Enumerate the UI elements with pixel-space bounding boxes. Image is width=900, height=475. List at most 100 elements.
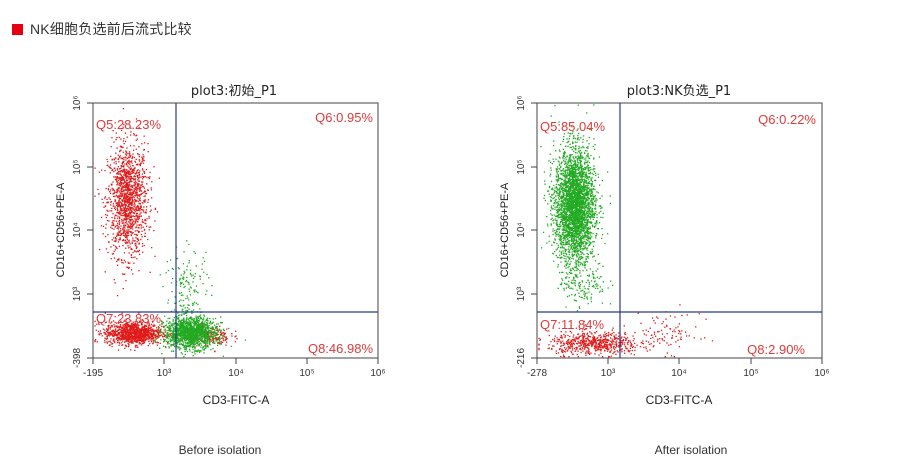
event-dot xyxy=(126,147,128,149)
event-dot xyxy=(127,184,129,186)
event-dot xyxy=(118,173,120,175)
event-dot xyxy=(138,333,140,335)
event-dot xyxy=(182,327,184,329)
event-dot xyxy=(125,247,127,249)
event-dot xyxy=(171,323,173,325)
event-dot xyxy=(191,319,194,321)
event-dot xyxy=(117,209,119,211)
event-dot xyxy=(118,168,121,170)
event-dot xyxy=(125,151,127,153)
event-dot xyxy=(118,226,120,228)
event-dot xyxy=(121,195,123,198)
event-dot xyxy=(115,245,117,248)
event-dot xyxy=(157,331,159,333)
event-dot xyxy=(177,339,179,342)
event-dot xyxy=(135,323,137,326)
event-dot xyxy=(202,335,205,337)
event-dot xyxy=(201,337,203,339)
event-dot xyxy=(149,332,151,334)
event-dot xyxy=(137,330,139,333)
event-dot xyxy=(193,346,195,348)
event-dot xyxy=(109,210,111,212)
event-dot xyxy=(125,236,127,239)
event-dot xyxy=(101,198,103,200)
event-dot xyxy=(195,333,197,335)
event-dot xyxy=(222,336,224,338)
event-dot xyxy=(572,142,574,144)
event-dot xyxy=(110,333,112,335)
event-dot xyxy=(124,215,126,217)
event-dot xyxy=(189,272,192,274)
event-dot xyxy=(120,193,122,195)
event-dot xyxy=(563,254,565,257)
event-dot xyxy=(144,333,146,335)
event-dot xyxy=(212,327,214,329)
event-dot xyxy=(198,324,200,326)
event-dot xyxy=(125,219,127,221)
event-dot xyxy=(188,335,191,337)
event-dot xyxy=(570,269,572,272)
event-dot xyxy=(558,228,560,231)
event-dot xyxy=(133,133,135,135)
event-dot xyxy=(94,340,96,343)
event-dot xyxy=(204,323,206,325)
event-dot xyxy=(128,185,130,187)
event-dot xyxy=(195,265,197,267)
event-dot xyxy=(108,241,110,243)
event-dot xyxy=(146,332,149,334)
event-dot xyxy=(201,340,203,343)
event-dot xyxy=(172,334,174,336)
event-dot xyxy=(207,336,209,338)
event-dot xyxy=(125,326,127,328)
event-dot xyxy=(127,266,129,269)
event-dot xyxy=(194,349,196,351)
event-dot xyxy=(115,330,117,332)
event-dot xyxy=(197,317,199,319)
event-dot xyxy=(144,195,146,197)
event-dot xyxy=(185,280,187,283)
event-dot xyxy=(121,342,123,344)
event-dot xyxy=(108,333,110,335)
event-dot xyxy=(138,339,140,342)
event-dot xyxy=(208,330,210,332)
event-dot xyxy=(110,226,112,228)
event-dot xyxy=(204,329,206,331)
event-dot xyxy=(129,223,131,225)
event-dot xyxy=(123,165,125,167)
event-dot xyxy=(197,325,199,327)
event-dot xyxy=(220,341,222,343)
event-dot xyxy=(192,344,195,346)
event-dot xyxy=(129,219,131,221)
event-dot xyxy=(226,338,228,340)
event-dot xyxy=(125,205,127,207)
event-dot xyxy=(122,161,124,163)
event-dot xyxy=(148,335,150,337)
event-dot xyxy=(142,156,145,158)
event-dot xyxy=(576,252,578,254)
event-dot xyxy=(123,336,125,339)
event-dot xyxy=(120,229,122,232)
event-dot xyxy=(146,176,148,179)
event-dot xyxy=(125,340,127,342)
event-dot xyxy=(126,207,128,210)
event-dot xyxy=(123,200,125,202)
event-dot xyxy=(120,233,122,235)
event-dot xyxy=(165,335,167,337)
event-dot xyxy=(132,325,134,327)
event-dot xyxy=(201,318,204,321)
event-dot xyxy=(120,188,122,190)
event-dot xyxy=(111,207,113,210)
event-dot xyxy=(125,236,127,238)
event-dot xyxy=(181,313,183,315)
event-dot xyxy=(224,332,226,335)
event-dot xyxy=(137,184,140,187)
event-dot xyxy=(172,319,174,321)
event-dot xyxy=(139,170,141,172)
event-dot xyxy=(578,245,581,247)
event-dot xyxy=(189,346,191,348)
event-dot xyxy=(128,344,130,346)
event-dot xyxy=(136,182,138,184)
event-dot xyxy=(185,327,187,329)
event-dot xyxy=(164,334,167,337)
event-dot xyxy=(126,322,129,324)
